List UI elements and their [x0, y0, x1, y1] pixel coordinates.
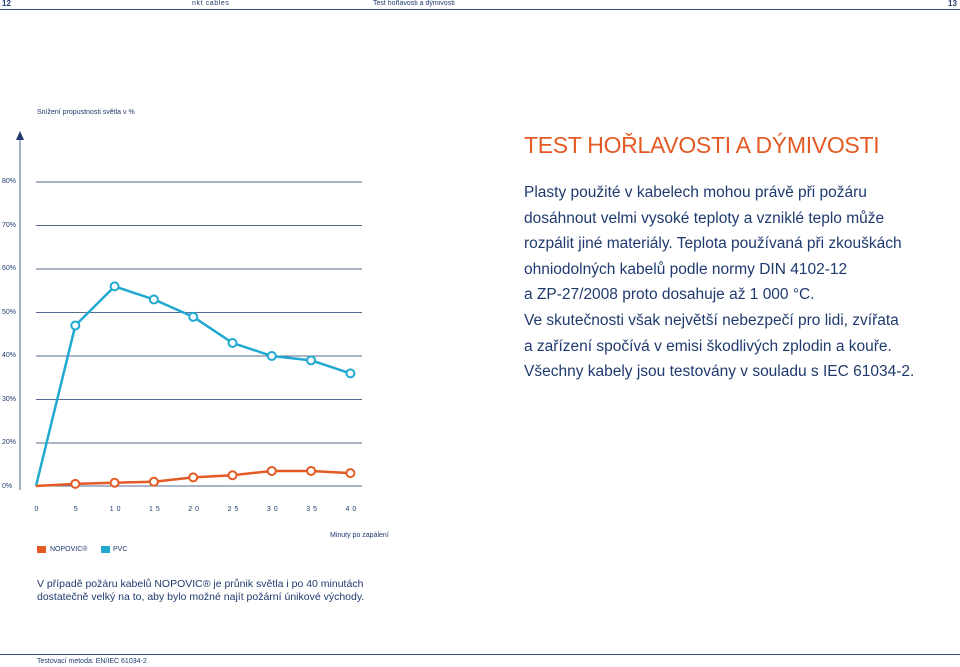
data-point	[70, 478, 81, 489]
y-tick-label: 70%	[2, 222, 17, 229]
data-point	[266, 351, 277, 361]
x-tick-label: 20	[188, 506, 203, 513]
data-point	[188, 472, 199, 483]
paragraph-line: Plasty použité v kabelech mohou právě př…	[524, 184, 867, 201]
data-point	[148, 476, 159, 487]
y-tick-label: 0%	[2, 483, 13, 490]
data-point	[306, 355, 317, 366]
chart-caption: V případě požáru kabelů NOPOVIC® je průn…	[37, 578, 367, 603]
data-point	[266, 465, 277, 476]
data-point	[345, 468, 356, 479]
y-tick-label: 40%	[2, 352, 17, 359]
data-point	[345, 368, 356, 379]
legend-swatch-nopovic	[37, 546, 46, 553]
brand-name: nkt cables	[192, 0, 230, 7]
data-point	[188, 311, 199, 322]
data-point	[227, 337, 238, 348]
x-tick-label: 5	[73, 506, 81, 513]
x-tick-label: 10	[109, 506, 124, 513]
paragraph-line: ohniodolných kabelů podle normy DIN 4102…	[524, 260, 848, 278]
paragraph-line: Ve skutečnosti však největší nebezpečí p…	[524, 311, 899, 329]
y-tick-label: 20%	[2, 439, 17, 446]
y-tick-label: 80%	[2, 178, 17, 185]
paragraph-line: rozpálit jiné materiály. Teplota používa…	[524, 235, 902, 253]
data-point	[306, 465, 317, 476]
y-axis-arrow	[16, 131, 24, 140]
paragraph-line: a zařízení spočívá v emisi škodlivých zp…	[524, 337, 892, 355]
header-rule	[0, 0, 960, 10]
x-tick-label: 15	[148, 506, 163, 513]
x-tick-label: 40	[345, 506, 360, 513]
x-tick-label: 0	[34, 506, 42, 513]
legend-label-nopovic: NOPOVIC®	[50, 546, 88, 553]
footer-note: Testovací metoda: EN/IEC 61034-2	[37, 658, 147, 665]
x-tick-label: 35	[306, 506, 320, 513]
data-point	[109, 477, 120, 488]
body-paragraph: Plasty použité v kabelech mohou právě př…	[524, 180, 944, 385]
data-point	[70, 320, 81, 331]
y-tick-label: 30%	[2, 396, 17, 403]
page-number-right: 13	[948, 0, 957, 8]
footer-rule	[0, 654, 960, 655]
section-title: Test hořlavosti a dýmivosti	[373, 0, 455, 7]
paragraph-line: Všechny kabely jsou testovány v souladu …	[524, 363, 915, 381]
data-point	[227, 470, 238, 481]
legend-label-pvc: PVC	[113, 546, 128, 553]
x-tick-label: 30	[266, 506, 281, 513]
caption-line: V případě požáru kabelů NOPOVIC® je průn…	[37, 578, 364, 590]
data-point	[148, 294, 159, 305]
page-title: TEST HOŘLAVOSTI A DÝMIVOSTI	[524, 132, 880, 158]
caption-line: dostatečně velký na to, aby bylo možné n…	[37, 590, 365, 603]
x-axis-label: Minuty po zapálení	[330, 532, 389, 539]
page-number-left: 12	[2, 0, 11, 8]
paragraph-line: a ZP-27/2008 proto dosahuje až 1 000 °C.	[524, 286, 815, 304]
paragraph-line: dosáhnout velmi vysoké teploty a vzniklé…	[524, 209, 885, 227]
y-tick-label: 60%	[2, 265, 17, 272]
legend-swatch-pvc	[101, 546, 110, 553]
data-point	[109, 281, 120, 292]
y-tick-label: 50%	[2, 309, 17, 316]
chart-title: Snížení propustnosti světla v %	[37, 109, 135, 116]
x-tick-label: 25	[227, 506, 242, 513]
